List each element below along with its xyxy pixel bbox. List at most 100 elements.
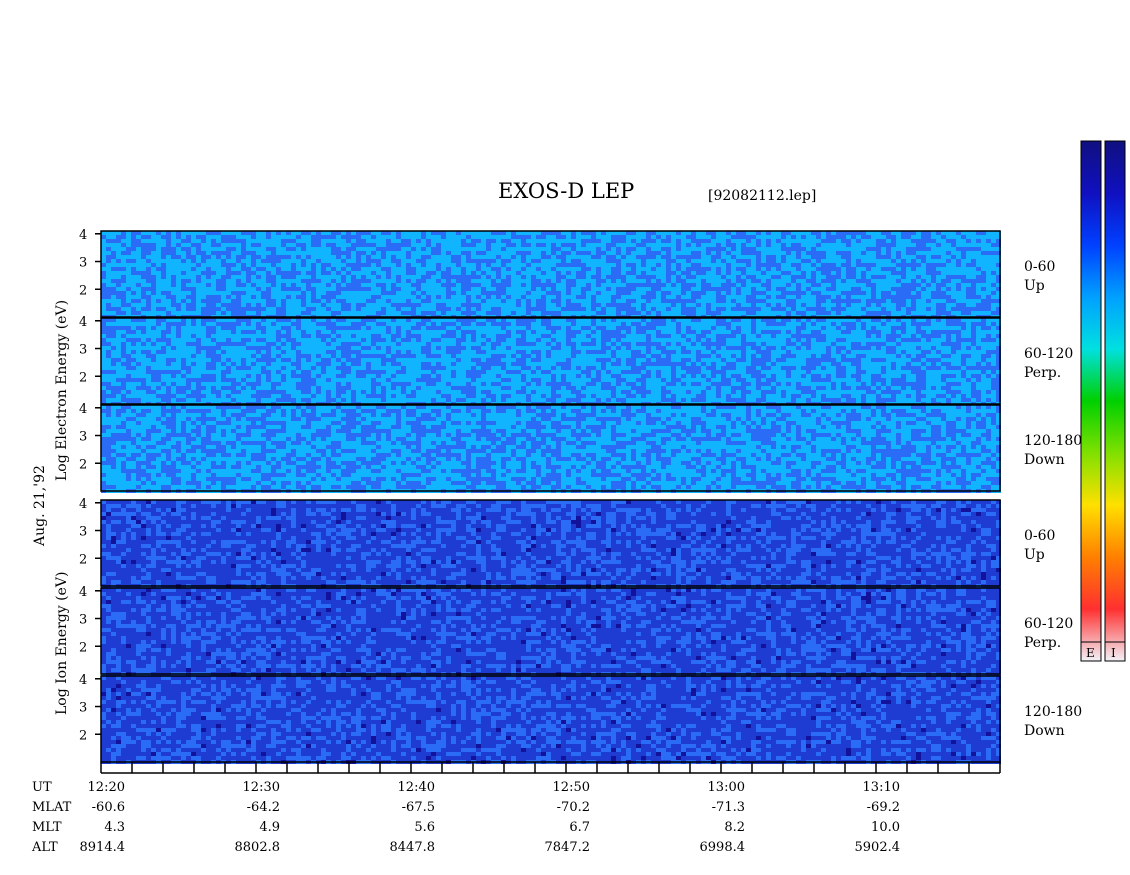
heat-cell [121, 322, 126, 326]
heat-cell [156, 291, 161, 295]
heat-cell [211, 382, 216, 386]
heat-cell [266, 338, 271, 342]
heat-cell [286, 354, 291, 358]
heat-cell [676, 307, 681, 311]
heat-cell [241, 251, 246, 255]
heat-cell [846, 283, 851, 287]
heat-cell [946, 235, 951, 239]
heat-cell [641, 243, 646, 247]
heat-cell [246, 330, 251, 334]
heat-cell [446, 239, 451, 243]
heat-cell [476, 263, 481, 267]
heat-cell [856, 271, 861, 275]
heat-cell [326, 342, 331, 346]
heat-cell [321, 378, 326, 382]
heat-cell [446, 247, 451, 251]
heat-cell [991, 231, 996, 235]
heat-cell [906, 275, 911, 279]
heat-cell [606, 231, 611, 235]
heat-cell [941, 291, 946, 295]
heat-cell [916, 271, 921, 275]
heat-cell [131, 307, 136, 311]
heat-cell [101, 374, 106, 378]
heat-cell [171, 255, 176, 259]
heat-cell [101, 326, 106, 330]
heat-cell [256, 295, 261, 299]
heat-cell [841, 251, 846, 255]
heat-cell [181, 378, 186, 382]
heat-cell [291, 394, 296, 398]
heat-cell [301, 350, 306, 354]
heat-cell [201, 295, 206, 299]
heat-cell [346, 283, 351, 287]
heat-cell [946, 251, 951, 255]
heat-cell [771, 279, 776, 283]
heat-cell [221, 271, 226, 275]
heat-cell [946, 231, 951, 235]
heat-cell [176, 390, 181, 394]
heat-cell [501, 267, 506, 271]
heat-cell [996, 235, 1001, 239]
heat-cell [906, 283, 911, 287]
heat-cell [631, 271, 636, 275]
colorbar-electron [1080, 140, 1102, 662]
heat-cell [561, 239, 566, 243]
heat-cell [271, 279, 276, 283]
heat-cell [106, 279, 111, 283]
heat-cell [176, 342, 181, 346]
heat-cell [261, 330, 266, 334]
heat-cell [836, 307, 841, 311]
heat-cell [271, 307, 276, 311]
heat-cell [506, 287, 511, 291]
heat-cell [236, 247, 241, 251]
heat-cell [456, 235, 461, 239]
heat-cell [551, 271, 556, 275]
heat-cell [561, 263, 566, 267]
heat-cell [476, 231, 481, 235]
heat-cell [781, 283, 786, 287]
heat-cell [101, 346, 106, 350]
heat-cell [701, 287, 706, 291]
heat-cell [216, 346, 221, 350]
heat-cell [276, 342, 281, 346]
heat-cell [541, 275, 546, 279]
heat-cell [986, 275, 991, 279]
heat-cell [171, 354, 176, 358]
heat-cell [951, 267, 956, 271]
heat-cell [221, 354, 226, 358]
heat-cell [806, 303, 811, 307]
heat-cell [251, 299, 256, 303]
heat-cell [276, 303, 281, 307]
heat-cell [261, 390, 266, 394]
heat-cell [321, 235, 326, 239]
heat-cell [326, 243, 331, 247]
heat-cell [296, 271, 301, 275]
heat-cell [796, 259, 801, 263]
heat-cell [496, 239, 501, 243]
heat-cell [156, 287, 161, 291]
heat-cell [166, 350, 171, 354]
heat-cell [696, 243, 701, 247]
heat-cell [496, 231, 501, 235]
heat-cell [766, 283, 771, 287]
heat-cell [171, 307, 176, 311]
heat-cell [881, 267, 886, 271]
heat-cell [896, 311, 901, 315]
heat-cell [241, 326, 246, 330]
heat-cell [541, 267, 546, 271]
heat-cell [976, 259, 981, 263]
heat-cell [331, 358, 336, 362]
heat-cell [456, 303, 461, 307]
heat-cell [511, 287, 516, 291]
heat-cell [336, 295, 341, 299]
heat-cell [276, 358, 281, 362]
direction-label: Up [1024, 278, 1045, 294]
heat-cell [606, 311, 611, 315]
heat-cell [246, 247, 251, 251]
heat-cell [511, 299, 516, 303]
heat-cell [866, 255, 871, 259]
heat-cell [431, 275, 436, 279]
heat-cell [896, 259, 901, 263]
heat-cell [171, 259, 176, 263]
heat-cell [316, 386, 321, 390]
